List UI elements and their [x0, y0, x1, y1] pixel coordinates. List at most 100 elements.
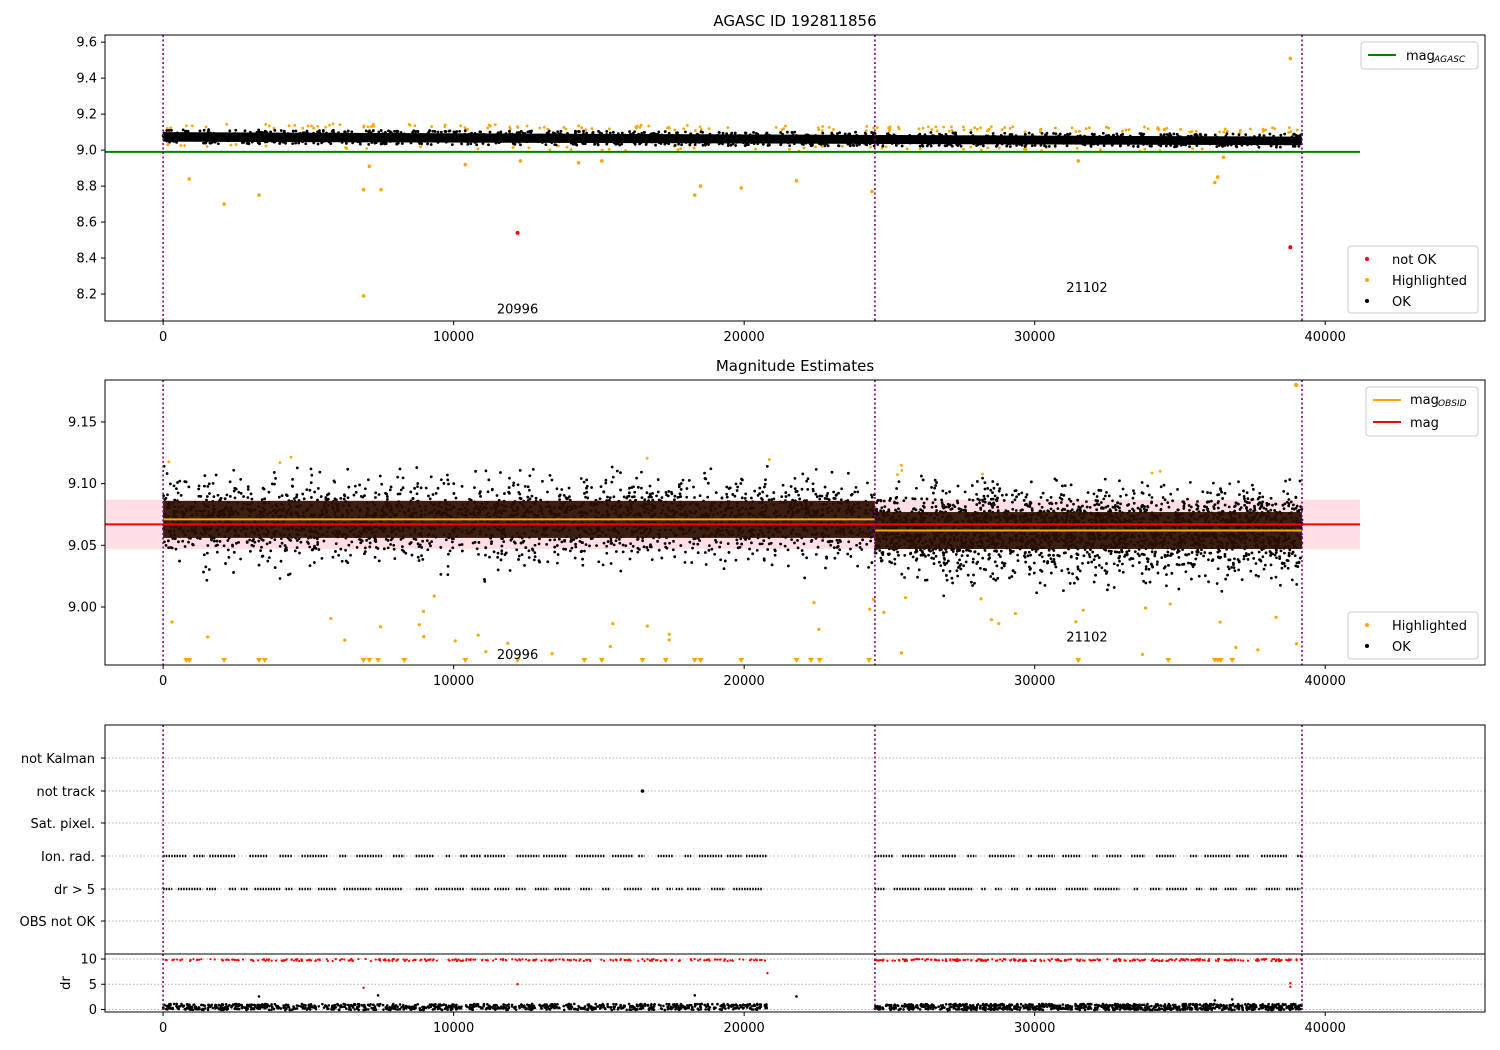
ok-point	[861, 538, 865, 542]
ok-point	[430, 540, 434, 544]
ok-point	[834, 493, 838, 497]
ok-point	[793, 541, 796, 545]
ok-point	[870, 493, 873, 497]
ok-point	[1140, 572, 1144, 575]
ok-point	[202, 553, 206, 557]
ok-point	[631, 544, 635, 548]
ok-point	[743, 496, 747, 500]
ok-point	[385, 495, 389, 498]
ok-point	[428, 497, 432, 501]
ok-point	[986, 486, 990, 490]
ok-point	[801, 472, 805, 476]
ok-point	[836, 551, 840, 555]
ok-point	[203, 484, 206, 488]
ok-point	[835, 538, 839, 542]
highlighted-point	[869, 145, 872, 149]
ok-point	[770, 563, 774, 567]
highlighted-point	[1194, 129, 1198, 133]
ok-point	[598, 131, 602, 135]
ok-point	[668, 541, 671, 545]
ok-point	[934, 484, 938, 487]
ok-point	[237, 540, 241, 544]
ok-point	[1234, 144, 1238, 148]
highlighted-point	[1287, 131, 1291, 134]
highlighted-point	[1105, 125, 1108, 129]
ok-point	[1177, 587, 1181, 591]
highlighted-point	[225, 122, 229, 126]
ok-point	[245, 541, 249, 544]
ok-point	[805, 556, 809, 560]
ok-point	[1011, 507, 1015, 511]
ok-point	[611, 475, 615, 479]
y-tick-label: 8.6	[76, 216, 97, 231]
highlighted-point	[1127, 128, 1131, 132]
ok-point	[233, 486, 237, 490]
ok-point	[823, 485, 827, 489]
ok-point	[667, 489, 671, 493]
ok-point	[551, 131, 555, 135]
ok-point	[604, 481, 608, 485]
highlighted-point	[784, 124, 787, 128]
ok-point	[1060, 484, 1064, 488]
ok-point	[374, 496, 377, 499]
ok-point	[458, 543, 462, 547]
ok-point	[580, 549, 583, 553]
highlighted-point	[1261, 127, 1265, 131]
y-tick-label: 9.6	[76, 36, 97, 51]
ok-point	[400, 548, 404, 552]
ok-point	[522, 539, 526, 543]
ok-point	[559, 129, 563, 133]
highlighted-point	[264, 122, 268, 126]
highlighted-point	[942, 125, 946, 129]
ok-point	[815, 495, 819, 499]
highlighted-point	[371, 122, 375, 126]
ok-point	[818, 494, 822, 498]
ok-point	[507, 486, 511, 489]
ok-point	[851, 143, 855, 147]
ok-point	[294, 141, 297, 145]
x-tick-label: 20000	[723, 330, 764, 345]
ok-point	[761, 498, 764, 502]
ok-point	[734, 558, 738, 562]
ok-point	[1092, 580, 1096, 584]
ok-point	[548, 538, 552, 542]
ok-point	[399, 537, 403, 541]
ok-point	[401, 476, 405, 480]
ok-point	[740, 542, 744, 546]
ok-point	[347, 543, 351, 547]
ok-point	[452, 492, 456, 495]
ok-point	[299, 540, 303, 544]
ok-point	[334, 498, 338, 502]
highlighted-point	[1225, 129, 1229, 133]
ok-point	[619, 569, 623, 573]
ok-point	[443, 129, 447, 133]
ok-point	[302, 497, 306, 501]
highlighted-point	[608, 127, 611, 131]
ok-point	[900, 144, 904, 148]
ok-point	[1067, 497, 1071, 501]
ok-point	[249, 549, 252, 553]
ok-point	[452, 482, 456, 486]
ok-point	[827, 540, 830, 544]
ok-point	[558, 498, 562, 502]
ok-point	[706, 495, 710, 499]
ok-point	[350, 540, 354, 544]
ok-point	[316, 543, 320, 546]
highlighted-point	[234, 143, 238, 146]
ok-point	[1093, 133, 1096, 136]
highlighted-point	[802, 146, 806, 150]
ok-point	[609, 562, 613, 565]
ok-point	[347, 485, 351, 489]
highlighted-point	[408, 123, 412, 127]
ok-point	[285, 494, 289, 498]
ok-point	[798, 497, 802, 501]
ok-point	[1273, 509, 1277, 512]
ok-point	[574, 130, 578, 134]
ok-point	[1068, 132, 1072, 136]
ok-point	[314, 546, 318, 550]
ok-point	[316, 540, 320, 544]
ok-point	[708, 544, 711, 548]
ok-point	[212, 539, 216, 543]
ok-point	[944, 574, 948, 577]
ok-point	[212, 495, 216, 499]
